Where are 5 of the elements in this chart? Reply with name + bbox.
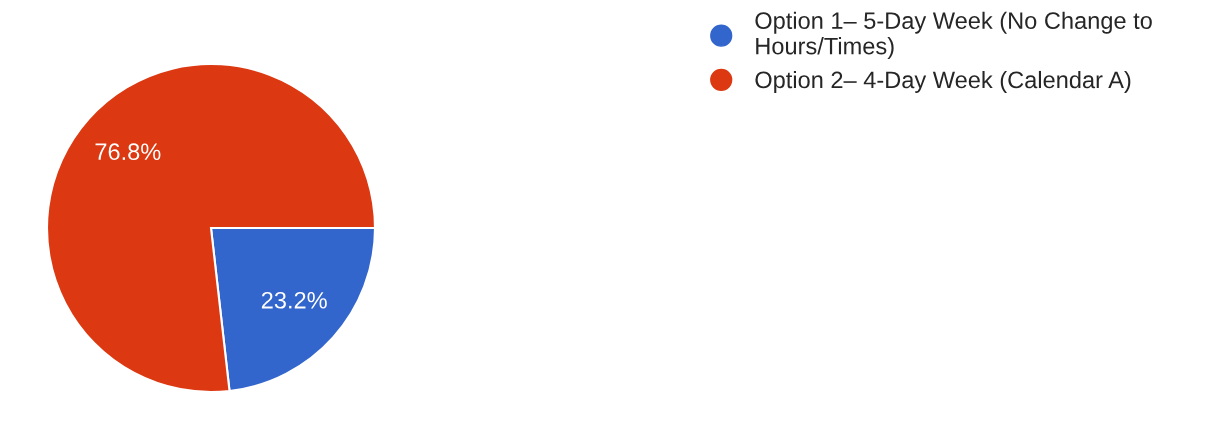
legend-label: Option 2– 4-Day Week (Calendar A) xyxy=(755,70,1131,93)
data-label: 23.2% xyxy=(261,291,327,309)
pie-slice xyxy=(45,62,377,394)
data-label: 76.8% xyxy=(95,143,161,161)
legend-label: Option 1– 5-Day Week (No Change to Hours/Times) xyxy=(755,11,1152,60)
